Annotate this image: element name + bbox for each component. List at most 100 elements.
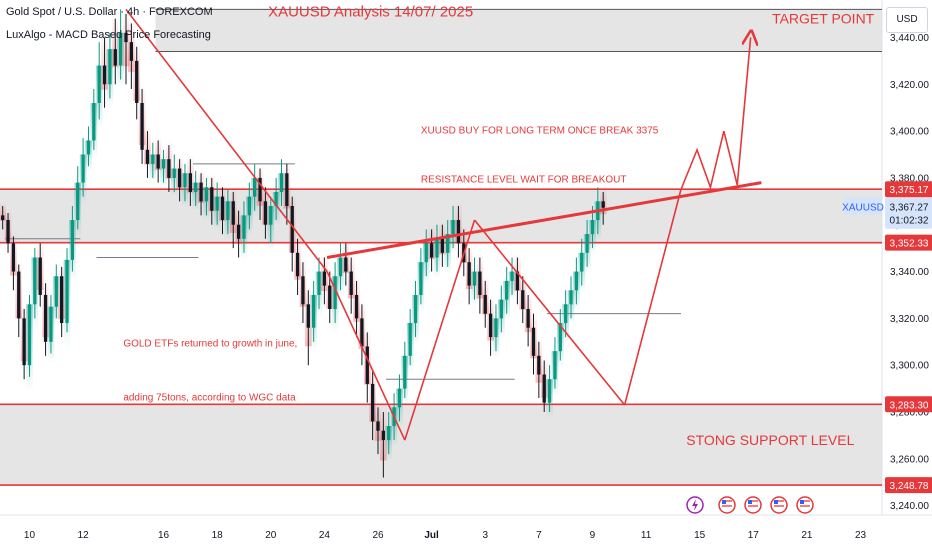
candle-13[interactable] — [70, 220, 75, 260]
candle-58[interactable] — [311, 294, 316, 328]
price-axis[interactable] — [882, 0, 932, 550]
candle-66[interactable] — [354, 294, 359, 319]
candle-63[interactable] — [338, 257, 343, 277]
candle-27[interactable] — [145, 149, 150, 164]
candle-36[interactable] — [194, 182, 198, 192]
annotation-3[interactable]: RESISTANCE LEVEL WAIT FOR BREAKOUT — [421, 175, 627, 186]
candle-100[interactable] — [537, 355, 541, 375]
candle-74[interactable] — [397, 388, 402, 408]
candle-9[interactable] — [49, 306, 53, 342]
candle-10[interactable] — [54, 276, 58, 307]
candle-21[interactable] — [113, 49, 117, 66]
candle-14[interactable] — [76, 182, 80, 221]
candle-30[interactable] — [161, 159, 166, 169]
candle-11[interactable] — [59, 276, 64, 324]
candle-39[interactable] — [210, 187, 214, 211]
candle-67[interactable] — [360, 318, 364, 347]
candle-42[interactable] — [226, 201, 230, 221]
candle-1[interactable] — [6, 220, 10, 244]
candle-17[interactable] — [92, 103, 96, 141]
candle-88[interactable] — [472, 271, 477, 286]
candle-18[interactable] — [97, 65, 101, 103]
candle-34[interactable] — [183, 173, 187, 188]
us-flag-event-icon-3[interactable] — [770, 496, 788, 514]
candle-25[interactable] — [135, 60, 139, 103]
candle-43[interactable] — [231, 201, 235, 225]
candle-78[interactable] — [419, 262, 423, 295]
candle-41[interactable] — [220, 196, 225, 221]
candle-72[interactable] — [387, 426, 391, 441]
candle-32[interactable] — [172, 168, 176, 178]
candle-26[interactable] — [140, 103, 144, 150]
indicator-line[interactable]: LuxAlgo - MACD Based Price Forecasting — [6, 29, 211, 41]
candle-31[interactable] — [167, 159, 171, 178]
candle-52[interactable] — [279, 173, 284, 192]
candle-96[interactable] — [515, 271, 520, 291]
candle-80[interactable] — [429, 243, 434, 258]
channel-rise[interactable] — [623, 189, 682, 406]
candle-98[interactable] — [526, 309, 530, 328]
candle-28[interactable] — [151, 154, 155, 164]
ascending-resistance[interactable] — [326, 181, 762, 259]
candle-24[interactable] — [129, 42, 134, 61]
candle-105[interactable] — [563, 304, 568, 324]
candle-106[interactable] — [569, 290, 573, 305]
candle-49[interactable] — [263, 201, 268, 225]
candle-16[interactable] — [86, 140, 91, 155]
annotation-6[interactable]: STONG SUPPORT LEVEL — [686, 432, 854, 448]
annotation-1[interactable]: TARGET POINT — [772, 10, 875, 26]
candle-12[interactable] — [65, 259, 69, 324]
candle-90[interactable] — [483, 294, 487, 314]
downtrend-line[interactable] — [125, 8, 328, 273]
candle-4[interactable] — [22, 318, 26, 366]
candle-50[interactable] — [269, 206, 273, 225]
candle-3[interactable] — [17, 271, 21, 319]
projection-path[interactable] — [680, 37, 751, 191]
candle-95[interactable] — [510, 271, 514, 281]
candle-40[interactable] — [215, 196, 219, 211]
candle-54[interactable] — [290, 206, 294, 253]
candle-48[interactable] — [258, 177, 262, 202]
candle-104[interactable] — [558, 323, 562, 352]
candle-97[interactable] — [521, 290, 525, 309]
candle-89[interactable] — [478, 271, 482, 295]
candle-101[interactable] — [542, 374, 546, 403]
candle-108[interactable] — [580, 252, 584, 272]
symbol-line[interactable]: Gold Spot / U.S. Dollar · 4h · FOREXCOM — [6, 6, 213, 18]
candle-8[interactable] — [43, 294, 48, 342]
candle-109[interactable] — [585, 234, 589, 253]
candle-79[interactable] — [424, 243, 428, 263]
candle-81[interactable] — [435, 238, 439, 258]
annotation-5[interactable]: adding 75tons, according to WGC data — [123, 392, 296, 403]
candle-71[interactable] — [381, 430, 386, 441]
candle-29[interactable] — [156, 154, 160, 169]
candle-38[interactable] — [204, 187, 209, 202]
fall-leg[interactable] — [326, 271, 406, 441]
candle-22[interactable] — [118, 32, 123, 66]
rise-leg[interactable] — [404, 219, 476, 441]
annotation-0[interactable]: XAUUSD Analysis 14/07/ 2025 — [268, 3, 473, 20]
candle-92[interactable] — [494, 318, 498, 338]
candle-107[interactable] — [574, 271, 579, 291]
candle-5[interactable] — [27, 304, 32, 366]
candle-112[interactable] — [601, 201, 605, 208]
currency-button[interactable]: USD — [886, 7, 928, 33]
channel-drop[interactable] — [473, 219, 626, 406]
candle-110[interactable] — [590, 220, 595, 235]
symbol-tag[interactable]: XAUUSD — [842, 203, 884, 214]
candle-51[interactable] — [274, 191, 278, 206]
candle-33[interactable] — [177, 168, 182, 188]
candle-75[interactable] — [403, 355, 407, 389]
candle-91[interactable] — [488, 313, 493, 338]
candle-59[interactable] — [317, 271, 321, 295]
candle-35[interactable] — [188, 173, 193, 192]
candle-23[interactable] — [124, 32, 128, 43]
candle-77[interactable] — [413, 294, 418, 324]
candle-47[interactable] — [253, 177, 257, 197]
candle-57[interactable] — [306, 304, 310, 328]
us-flag-event-icon-4[interactable] — [796, 496, 814, 514]
candle-20[interactable] — [108, 49, 112, 85]
annotation-4[interactable]: GOLD ETFs returned to growth in june, — [123, 338, 297, 349]
candle-7[interactable] — [38, 257, 42, 295]
candle-0[interactable] — [1, 215, 5, 221]
